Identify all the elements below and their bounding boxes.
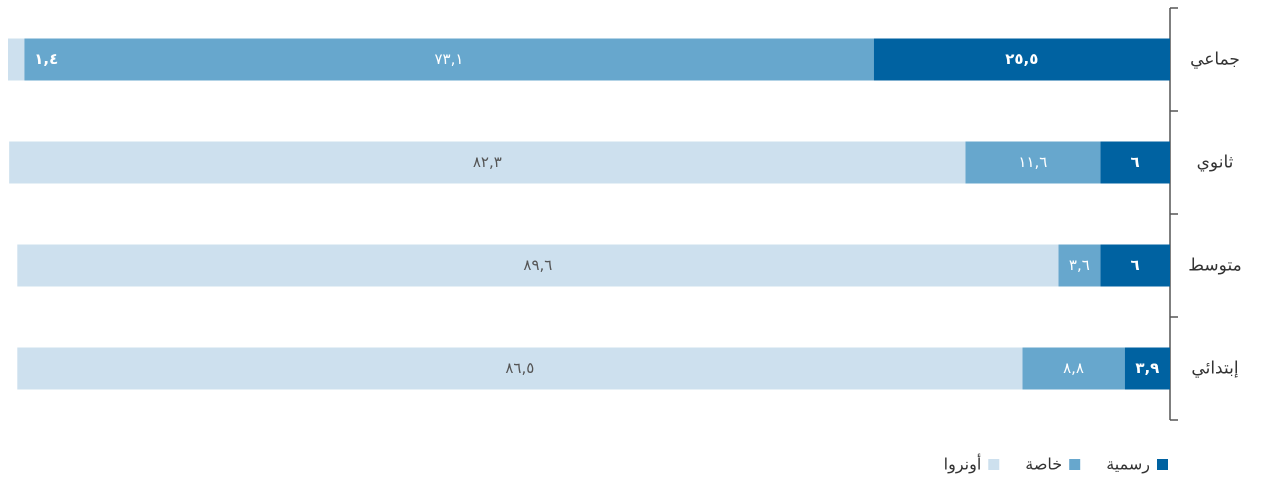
bar-segment <box>965 141 1101 184</box>
value-label: ٦ <box>1131 153 1140 171</box>
category-label: ثانوي <box>1197 153 1234 173</box>
legend-label: رسمية <box>1106 455 1150 475</box>
value-label: ٨٢,٣ <box>473 153 502 171</box>
value-label: ٨,٨ <box>1063 359 1084 377</box>
value-label: ٧٣,١ <box>435 50 464 68</box>
bar-segment <box>1100 141 1170 184</box>
value-label: ٣,٦ <box>1069 256 1090 274</box>
bar-segment <box>9 141 966 184</box>
value-label: ٨٦,٥ <box>505 359 534 377</box>
value-label: ١,٤ <box>34 50 58 68</box>
value-label: ٣,٩ <box>1135 359 1159 377</box>
bar-segment <box>24 38 874 81</box>
bar-segment <box>17 347 1023 390</box>
value-label: ٦ <box>1131 256 1140 274</box>
category-label: إبتدائي <box>1191 359 1238 379</box>
value-label: ٢٥,٥ <box>1005 50 1038 68</box>
legend-label: أونروا <box>944 454 982 475</box>
category-label: جماعي <box>1190 50 1240 70</box>
bar-segment <box>1058 244 1101 287</box>
bar-segment <box>873 38 1170 81</box>
bar-segment <box>1022 347 1125 390</box>
legend-swatch <box>988 459 1000 470</box>
value-label: ٨٩,٦ <box>523 256 552 274</box>
category-label: متوسط <box>1188 256 1241 276</box>
value-label: ١١,٦ <box>1018 153 1047 171</box>
bar-segment <box>1124 347 1170 390</box>
bar-segment <box>1100 244 1170 287</box>
legend-label: خاصة <box>1025 455 1062 474</box>
bar-segment <box>8 38 25 81</box>
bar-segment <box>17 244 1059 287</box>
legend-swatch <box>1069 459 1081 470</box>
legend-swatch <box>1157 459 1168 470</box>
